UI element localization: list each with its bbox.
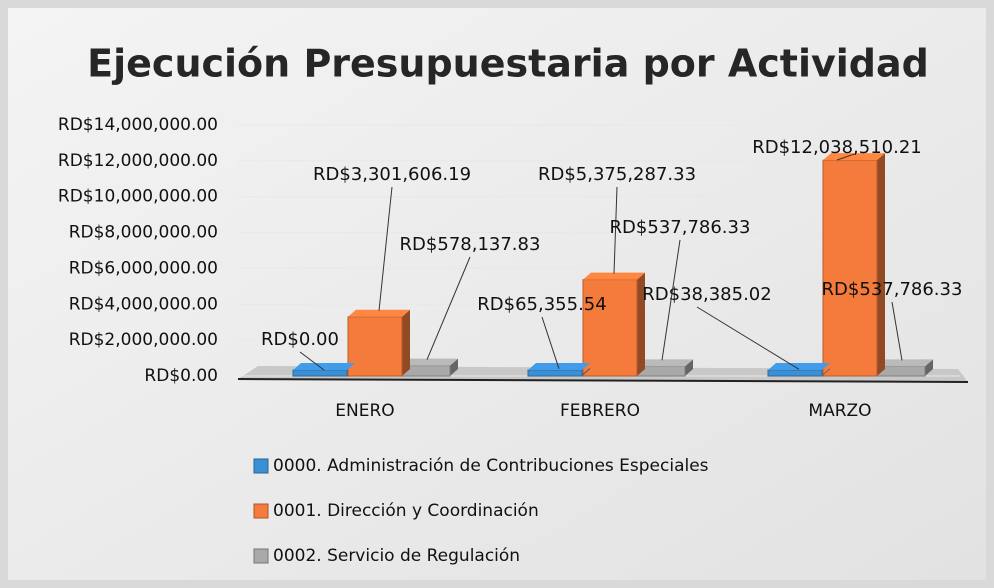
y-tick-label: RD$10,000,000.00 (58, 187, 218, 207)
leader-line (613, 186, 618, 274)
floor-edge (237, 378, 969, 383)
bar (822, 159, 878, 377)
bar (527, 369, 583, 377)
data-label: RD$5,375,287.33 (538, 164, 696, 185)
chart-title: Ejecución Presupuestaria por Actividad (87, 42, 929, 86)
leader-line (541, 316, 560, 369)
leader-line (891, 301, 903, 361)
data-label: RD$65,355.54 (477, 294, 606, 315)
data-label: RD$3,301,606.19 (313, 164, 471, 185)
bar-top (871, 359, 933, 367)
bar-side (685, 359, 693, 376)
y-tick-label: RD$0.00 (144, 366, 218, 386)
bar-top (293, 363, 355, 370)
bar (582, 279, 638, 377)
bar-top (528, 363, 590, 370)
bar (767, 369, 823, 377)
bar-top (348, 309, 410, 317)
bar-side (877, 153, 885, 376)
bar (292, 369, 348, 377)
bar-top (768, 363, 830, 370)
y-tick-label: RD$14,000,000.00 (58, 115, 218, 135)
bar-top (631, 359, 693, 367)
bar-side (822, 368, 830, 376)
leader-line (836, 153, 855, 161)
data-label: RD$537,786.33 (610, 217, 751, 238)
bar-side (450, 358, 458, 376)
bar-side (637, 272, 645, 376)
x-tick-label: MARZO (808, 401, 871, 421)
leader-line (299, 351, 325, 371)
leader-line (378, 186, 393, 311)
x-tick-label: FEBRERO (560, 401, 640, 421)
bar-top (396, 358, 458, 366)
legend-swatch (253, 548, 269, 564)
data-label: RD$0.00 (261, 329, 339, 350)
leader-line (426, 256, 471, 360)
bar-side (582, 367, 590, 376)
y-tick-label: RD$4,000,000.00 (69, 294, 218, 314)
bar (347, 316, 403, 377)
leader-line (696, 306, 800, 370)
legend-swatch (253, 458, 269, 474)
legend-label: 0002. Servicio de Regulación (273, 546, 520, 566)
leader-line (661, 239, 681, 361)
legend-swatch (253, 503, 269, 519)
y-tick-label: RD$2,000,000.00 (69, 330, 218, 350)
bar-top (583, 272, 645, 280)
y-tick-label: RD$6,000,000.00 (69, 258, 218, 278)
bar-top (823, 153, 885, 161)
data-label: RD$38,385.02 (642, 284, 771, 305)
y-tick-label: RD$12,000,000.00 (58, 151, 218, 171)
legend-label: 0000. Administración de Contribuciones E… (273, 456, 709, 476)
data-label: RD$537,786.33 (822, 279, 963, 300)
bar-side (402, 309, 410, 376)
x-tick-label: ENERO (335, 401, 394, 421)
y-tick-label: RD$8,000,000.00 (69, 223, 218, 243)
data-label: RD$578,137.83 (400, 234, 541, 255)
bar-side (925, 359, 933, 376)
legend-label: 0001. Dirección y Coordinación (273, 501, 539, 521)
data-label: RD$12,038,510.21 (752, 137, 922, 158)
